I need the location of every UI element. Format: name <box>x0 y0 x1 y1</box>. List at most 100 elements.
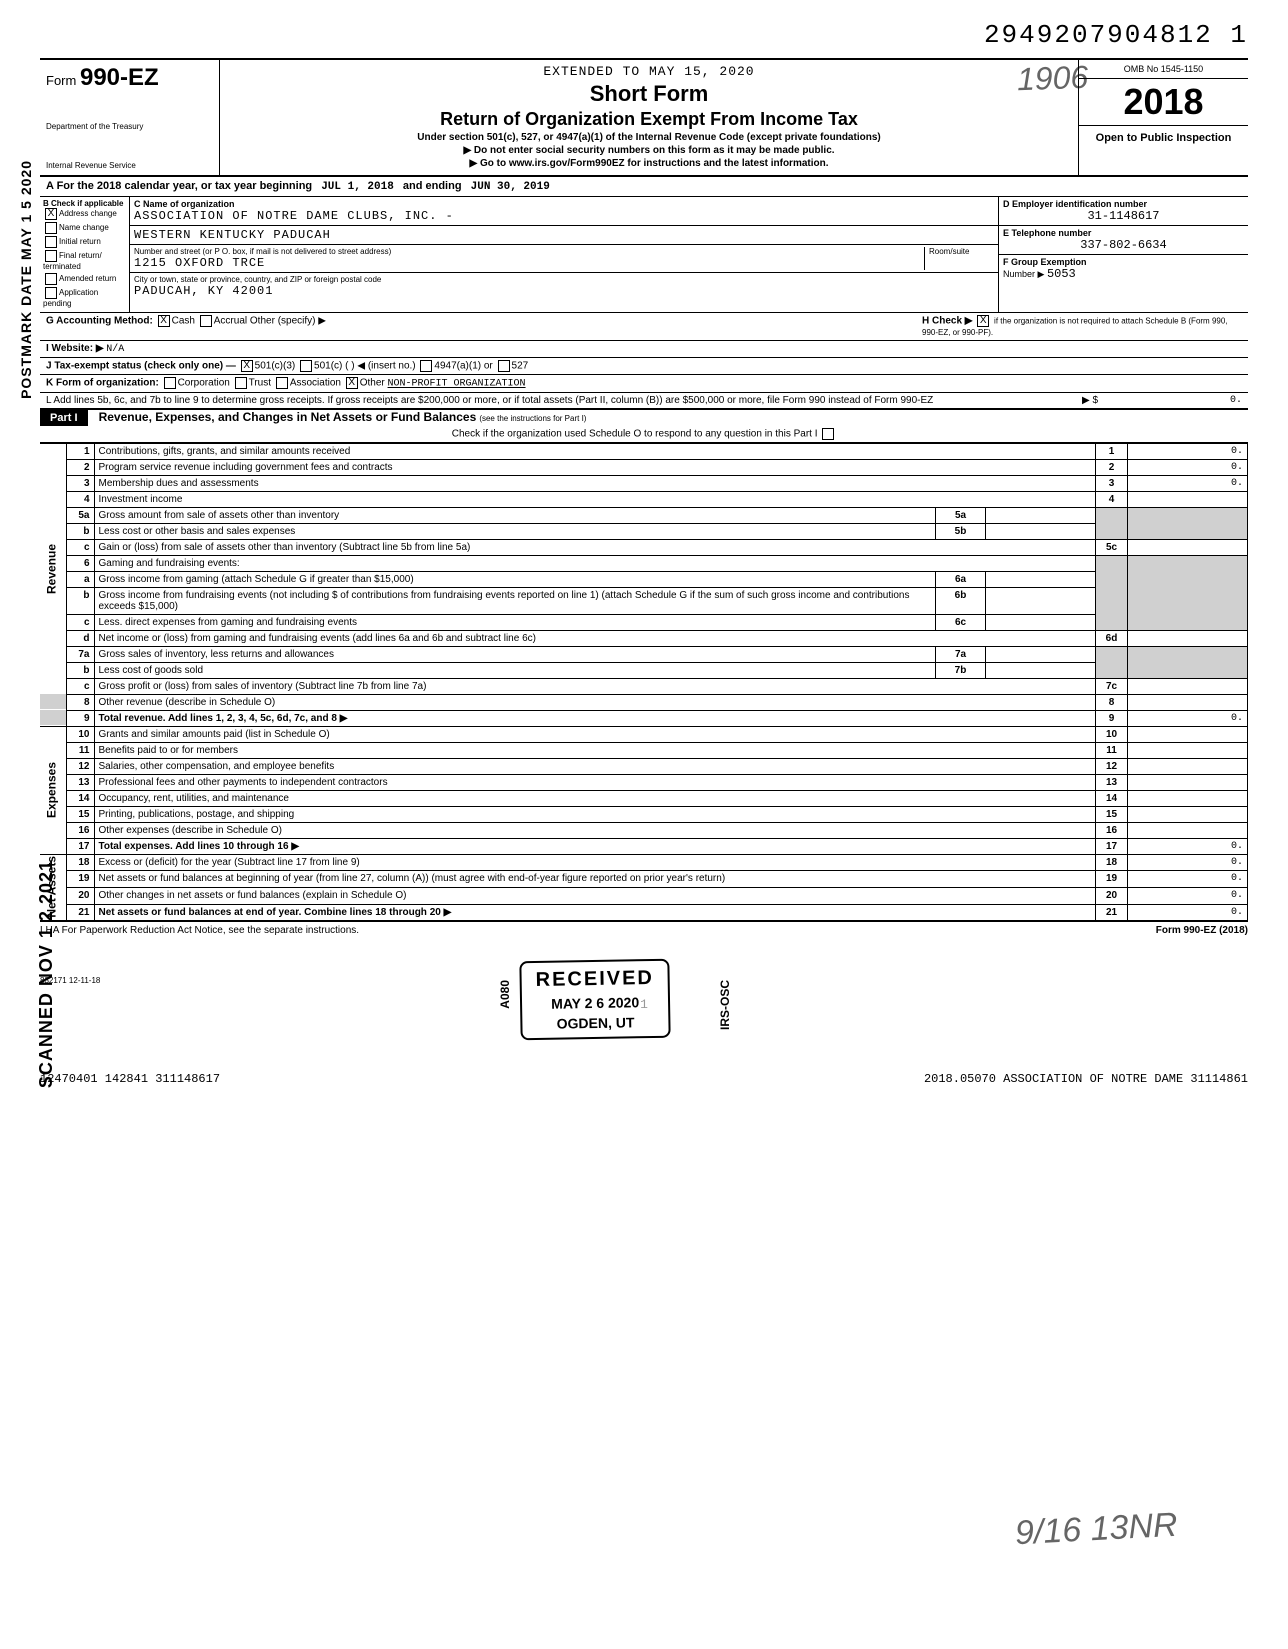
line-3-desc: Membership dues and assessments <box>94 475 1096 491</box>
line-k: K Form of organization: Corporation Trus… <box>40 375 1248 393</box>
4947-checkbox[interactable] <box>420 360 432 372</box>
address-change-checkbox[interactable]: X <box>45 208 57 220</box>
line-3-amt: 0. <box>1128 475 1248 491</box>
line-9-desc: Total revenue. Add lines 1, 2, 3, 4, 5c,… <box>99 713 337 724</box>
street-address: 1215 OXFORD TRCE <box>134 256 924 270</box>
corp-checkbox[interactable] <box>164 377 176 389</box>
subtitle: Under section 501(c), 527, or 4947(a)(1)… <box>226 132 1072 143</box>
line-a: A For the 2018 calendar year, or tax yea… <box>40 177 1248 197</box>
h-checkbox[interactable]: X <box>977 315 989 327</box>
line-7ab-shade <box>1096 646 1128 678</box>
line-13-rnum: 13 <box>1096 774 1128 790</box>
tax-year: 2018 <box>1079 79 1248 126</box>
line-6-shade-amt <box>1128 555 1248 630</box>
expenses-sidelabel: Expenses <box>40 726 66 854</box>
amended-label: Amended return <box>59 274 116 283</box>
assoc-checkbox[interactable] <box>276 377 288 389</box>
amended-checkbox[interactable] <box>45 273 57 285</box>
line-7a-desc: Gross sales of inventory, less returns a… <box>94 646 936 662</box>
line-6c-val <box>986 614 1096 630</box>
revenue-sidelabel: Revenue <box>40 443 66 694</box>
line-17-desc: Total expenses. Add lines 10 through 16 <box>99 841 289 852</box>
501c3-checkbox[interactable]: X <box>241 360 253 372</box>
line-7c-desc: Gross profit or (loss) from sales of inv… <box>94 678 1096 694</box>
open-to-public: Open to Public Inspection <box>1079 126 1248 150</box>
line-6-num: 6 <box>66 555 94 571</box>
line-4-amt <box>1128 491 1248 507</box>
line-4-rnum: 4 <box>1096 491 1128 507</box>
trust-checkbox[interactable] <box>235 377 247 389</box>
line-l: L Add lines 5b, 6c, and 7b to line 9 to … <box>40 393 1248 409</box>
check-if-label: B Check if applicable <box>43 199 126 208</box>
line-4-num: 4 <box>66 491 94 507</box>
line-6b-num: b <box>66 587 94 614</box>
rev-spacer-2 <box>40 710 66 726</box>
line-5b-box: 5b <box>936 523 986 539</box>
line-5a-box: 5a <box>936 507 986 523</box>
cash-checkbox[interactable]: X <box>158 315 170 327</box>
application-pending-checkbox[interactable] <box>45 287 57 299</box>
line-12-num: 12 <box>66 758 94 774</box>
line-6a-num: a <box>66 571 94 587</box>
line-5b-num: b <box>66 523 94 539</box>
line-16-rnum: 16 <box>1096 822 1128 838</box>
other-org-label: Other <box>360 378 385 389</box>
other-method-label: Other (specify) ▶ <box>250 316 326 327</box>
line-21-num: 21 <box>66 904 94 921</box>
final-return-checkbox[interactable] <box>45 250 57 262</box>
initial-return-checkbox[interactable] <box>45 236 57 248</box>
insert-no-label: ) ◀ (insert no.) <box>351 361 415 372</box>
name-change-checkbox[interactable] <box>45 222 57 234</box>
handwritten-top: 1906 <box>1016 59 1088 98</box>
line-10-desc: Grants and similar amounts paid (list in… <box>94 726 1096 742</box>
line-14-rnum: 14 <box>1096 790 1128 806</box>
501c3-label: 501(c)(3) <box>255 361 296 372</box>
line-19-amt: 0. <box>1128 871 1248 888</box>
line-8-desc: Other revenue (describe in Schedule O) <box>94 694 1096 710</box>
return-title: Return of Organization Exempt From Incom… <box>226 109 1072 130</box>
ein-value: 31-1148617 <box>1003 209 1244 223</box>
j-label: J Tax-exempt status (check only one) — <box>46 361 236 372</box>
received-location: OGDEN, UT <box>536 1014 655 1032</box>
line-12-desc: Salaries, other compensation, and employ… <box>94 758 1096 774</box>
line-4-desc: Investment income <box>94 491 1096 507</box>
phone-value: 337-802-6634 <box>1003 238 1244 252</box>
line-6-desc: Gaming and fundraising events: <box>94 555 1096 571</box>
line-17-rnum: 17 <box>1096 838 1128 854</box>
trust-label: Trust <box>249 378 271 389</box>
line-6d-rnum: 6d <box>1096 630 1128 646</box>
line-2-desc: Program service revenue including govern… <box>94 459 1096 475</box>
other-org-checkbox[interactable]: X <box>346 377 358 389</box>
irs-label: Internal Revenue Service <box>46 161 213 170</box>
line-20-num: 20 <box>66 887 94 904</box>
l-arrow: ▶ $ <box>1082 395 1142 406</box>
line-13-amt <box>1128 774 1248 790</box>
line-18-num: 18 <box>66 854 94 871</box>
form-prefix: Form <box>46 73 76 88</box>
cash-label: Cash <box>172 316 195 327</box>
line-5c-rnum: 5c <box>1096 539 1128 555</box>
line-7c-amt <box>1128 678 1248 694</box>
goto-url: ▶ Go to www.irs.gov/Form990EZ for instru… <box>226 158 1072 169</box>
line-18-amt: 0. <box>1128 854 1248 871</box>
line-5c-desc: Gain or (loss) from sale of assets other… <box>94 539 1096 555</box>
schedule-o-checkbox[interactable] <box>822 428 834 440</box>
line-18-rnum: 18 <box>1096 854 1128 871</box>
line-18-desc: Excess or (deficit) for the year (Subtra… <box>94 854 1096 871</box>
form-number: 990-EZ <box>80 64 159 91</box>
accrual-checkbox[interactable] <box>200 315 212 327</box>
postmark-stamp: POSTMARK DATE MAY 1 5 2020 <box>18 160 34 399</box>
line-7b-desc: Less cost of goods sold <box>94 662 936 678</box>
line-7ab-shade-amt <box>1128 646 1248 678</box>
line-8-amt <box>1128 694 1248 710</box>
city-state-zip: PADUCAH, KY 42001 <box>134 284 994 298</box>
line-9-num: 9 <box>66 710 94 726</box>
line-13-num: 13 <box>66 774 94 790</box>
rev-spacer <box>40 694 66 710</box>
line-16-desc: Other expenses (describe in Schedule O) <box>94 822 1096 838</box>
501c-checkbox[interactable] <box>300 360 312 372</box>
line-10-num: 10 <box>66 726 94 742</box>
line-8-rnum: 8 <box>1096 694 1128 710</box>
527-checkbox[interactable] <box>498 360 510 372</box>
received-date: MAY 2 6 2020 <box>536 994 655 1012</box>
